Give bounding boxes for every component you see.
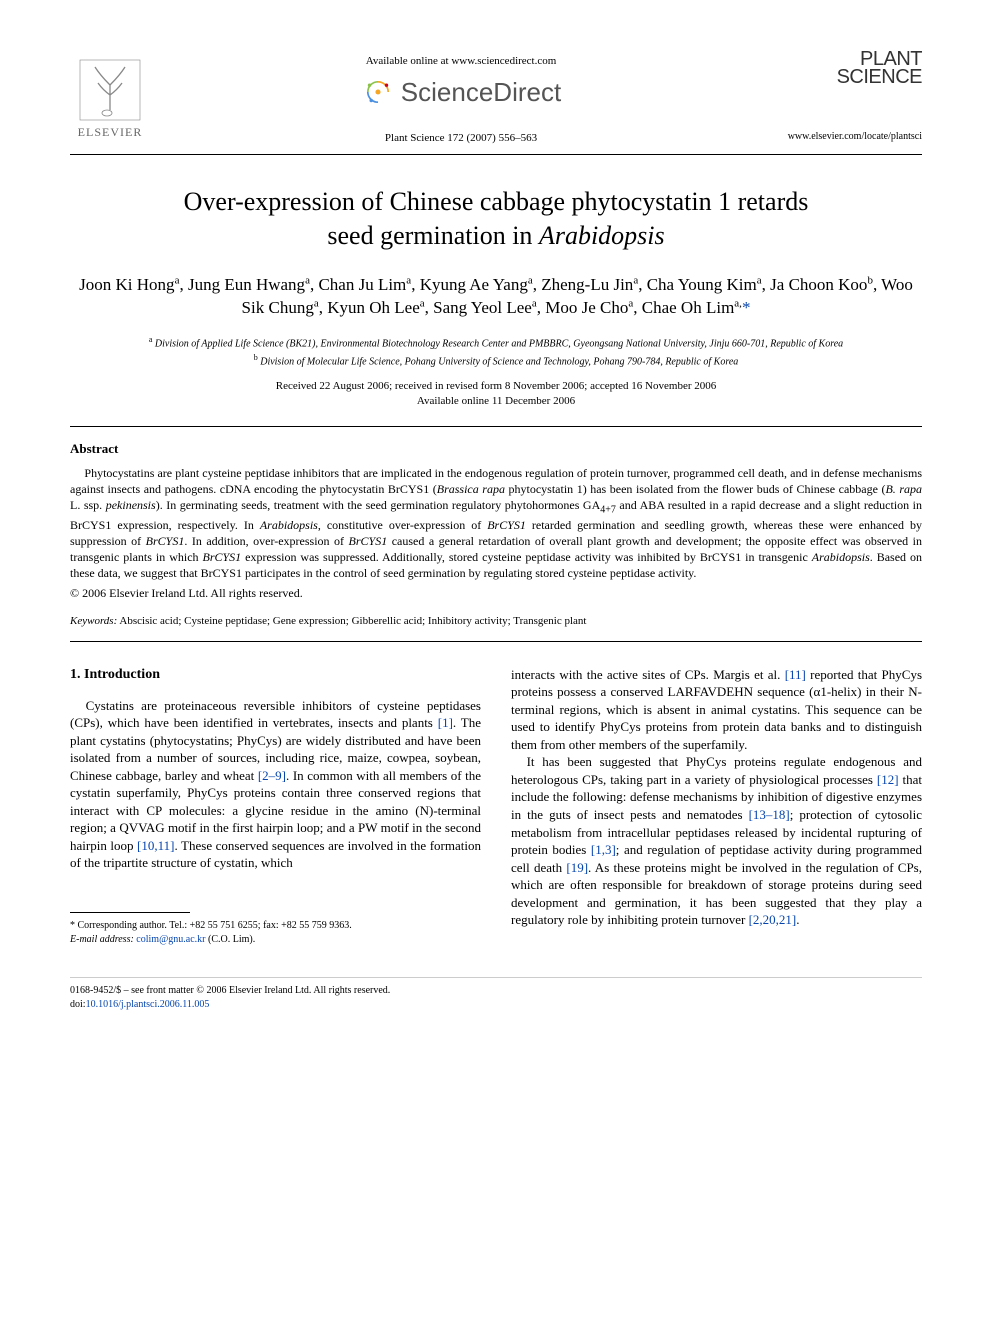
available-online-text: Available online at www.sciencedirect.co…	[150, 55, 772, 67]
left-column: 1. Introduction Cystatins are proteinace…	[70, 666, 481, 947]
footnotes: * Corresponding author. Tel.: +82 55 751…	[70, 919, 481, 947]
elsevier-logo: ELSEVIER	[70, 50, 150, 140]
header-rule	[70, 154, 922, 155]
sciencedirect-text: ScienceDirect	[401, 77, 561, 108]
corresponding-author-marker[interactable]: *	[742, 298, 751, 317]
intro-para-2: interacts with the active sites of CPs. …	[511, 666, 922, 754]
affiliation-b-text: Division of Molecular Life Science, Poha…	[260, 356, 738, 367]
author-list: Joon Ki Honga, Jung Eun Hwanga, Chan Ju …	[70, 273, 922, 321]
sciencedirect-logo: ScienceDirect	[361, 75, 561, 109]
title-line-2-italic: Arabidopsis	[539, 221, 665, 250]
intro-heading: 1. Introduction	[70, 666, 481, 685]
intro-para-1: Cystatins are proteinaceous reversible i…	[70, 697, 481, 872]
email-tail: (C.O. Lim).	[206, 934, 256, 945]
email-link[interactable]: colim@gnu.ac.kr	[136, 934, 205, 945]
doi-label: doi:	[70, 999, 86, 1010]
issn-line: 0168-9452/$ – see front matter © 2006 El…	[70, 984, 922, 998]
email-footnote: E-mail address: colim@gnu.ac.kr (C.O. Li…	[70, 933, 481, 947]
article-title: Over-expression of Chinese cabbage phyto…	[70, 185, 922, 253]
elsevier-tree-icon	[75, 55, 145, 125]
right-header: PLANT SCIENCE www.elsevier.com/locate/pl…	[772, 50, 922, 142]
copyright-line: © 2006 Elsevier Ireland Ltd. All rights …	[70, 586, 922, 601]
footnote-rule	[70, 912, 190, 913]
abstract-body: Phytocystatins are plant cysteine peptid…	[70, 465, 922, 582]
dates-received: Received 22 August 2006; received in rev…	[70, 379, 922, 394]
affiliation-a: a Division of Applied Life Science (BK21…	[70, 334, 922, 351]
body-two-column: 1. Introduction Cystatins are proteinace…	[70, 666, 922, 947]
abstract-heading: Abstract	[70, 441, 922, 457]
keywords-text: Abscisic acid; Cysteine peptidase; Gene …	[117, 615, 586, 627]
center-header: Available online at www.sciencedirect.co…	[150, 50, 772, 144]
journal-url: www.elsevier.com/locate/plantsci	[772, 131, 922, 142]
dates-online: Available online 11 December 2006	[70, 394, 922, 409]
sciencedirect-swirl-icon	[361, 75, 395, 109]
science-text: SCIENCE	[837, 66, 922, 88]
bottom-info-block: 0168-9452/$ – see front matter © 2006 El…	[70, 977, 922, 1012]
title-line-1: Over-expression of Chinese cabbage phyto…	[184, 187, 809, 216]
affiliation-a-text: Division of Applied Life Science (BK21),…	[155, 339, 843, 350]
keywords-label: Keywords:	[70, 615, 117, 627]
affiliation-b: b Division of Molecular Life Science, Po…	[70, 352, 922, 369]
plant-science-logo: PLANT SCIENCE	[772, 50, 922, 86]
elsevier-label: ELSEVIER	[78, 125, 143, 140]
abstract-top-rule	[70, 426, 922, 427]
keywords: Keywords: Abscisic acid; Cysteine peptid…	[70, 615, 922, 627]
corresponding-author-footnote: * Corresponding author. Tel.: +82 55 751…	[70, 919, 481, 933]
page-header: ELSEVIER Available online at www.science…	[70, 50, 922, 144]
doi-link[interactable]: 10.1016/j.plantsci.2006.11.005	[86, 999, 210, 1010]
abstract-bottom-rule	[70, 641, 922, 642]
title-line-2-pre: seed germination in	[327, 221, 539, 250]
doi-line: doi:10.1016/j.plantsci.2006.11.005	[70, 998, 922, 1012]
authors-text: Joon Ki Honga, Jung Eun Hwanga, Chan Ju …	[79, 275, 913, 318]
email-label: E-mail address:	[70, 934, 134, 945]
journal-reference: Plant Science 172 (2007) 556–563	[150, 132, 772, 144]
article-dates: Received 22 August 2006; received in rev…	[70, 379, 922, 410]
affiliations: a Division of Applied Life Science (BK21…	[70, 334, 922, 369]
right-column: interacts with the active sites of CPs. …	[511, 666, 922, 947]
intro-para-3: It has been suggested that PhyCys protei…	[511, 753, 922, 928]
